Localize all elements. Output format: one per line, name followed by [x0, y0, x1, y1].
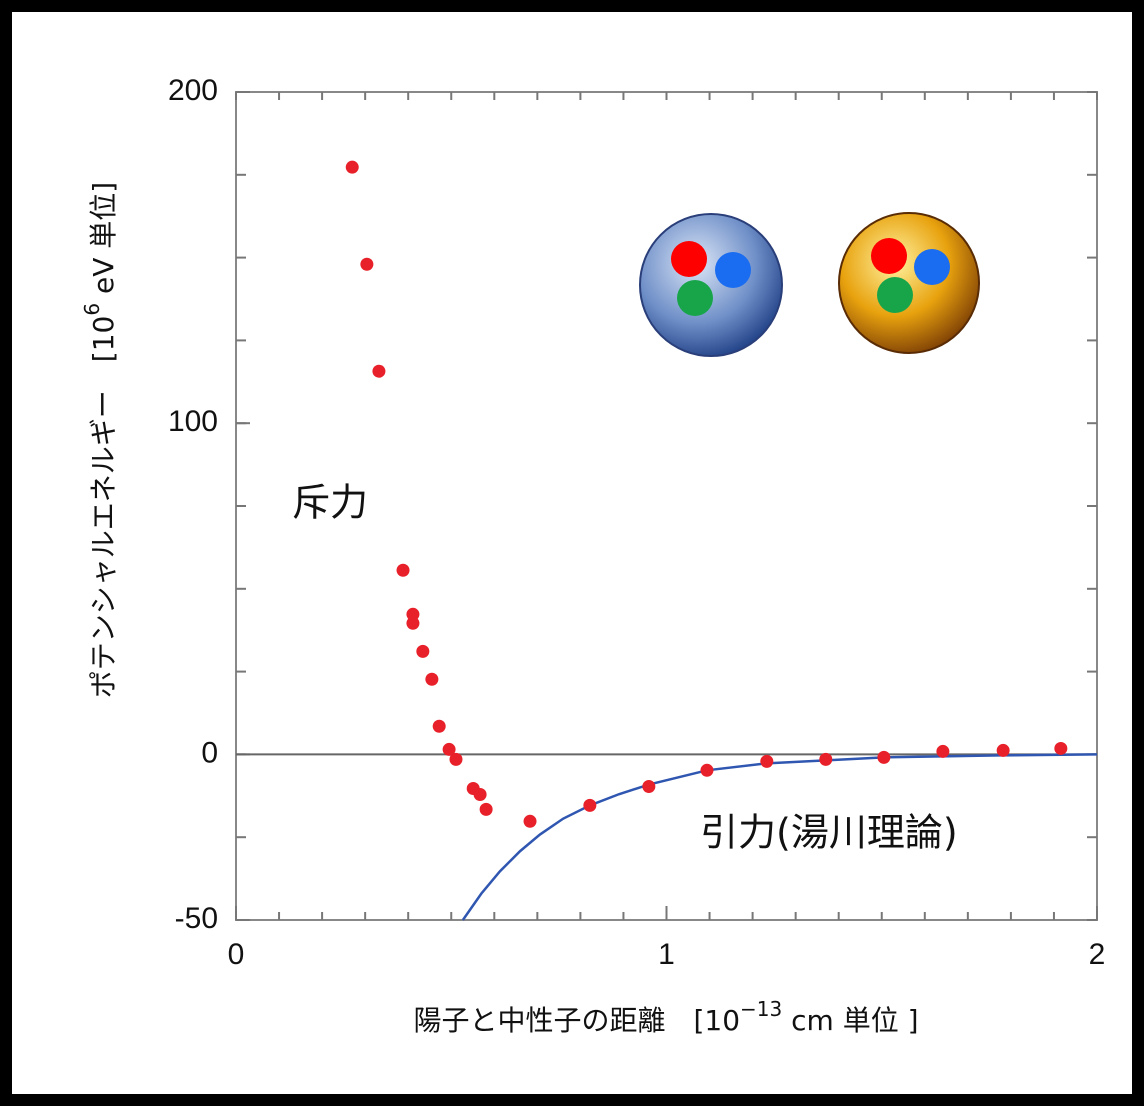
data-point	[360, 258, 373, 271]
y-tick-label: -50	[175, 902, 218, 935]
data-point	[642, 780, 655, 793]
data-point	[433, 720, 446, 733]
data-point	[425, 673, 438, 686]
data-point	[449, 753, 462, 766]
y-tick-label: 200	[168, 74, 218, 107]
annotation: 引力(湯川理論)	[700, 811, 958, 855]
data-point	[936, 745, 949, 758]
data-point	[877, 751, 890, 764]
data-point	[997, 744, 1010, 757]
data-point	[524, 815, 537, 828]
y-label-sup: 6	[80, 303, 104, 316]
x-label-tail: cm 単位 ]	[782, 1004, 918, 1037]
data-point	[474, 788, 487, 801]
data-point	[346, 161, 359, 174]
data-point	[819, 753, 832, 766]
data-point	[480, 803, 493, 816]
y-tick-label: 0	[201, 736, 218, 769]
y-tick-label: 100	[168, 405, 218, 438]
data-point	[583, 799, 596, 812]
data-point	[1054, 742, 1067, 755]
x-label-sup: −13	[740, 997, 782, 1021]
annotation: 斥力	[292, 481, 368, 525]
y-label-text: ポテンシャルエネルギー [10	[87, 316, 120, 699]
chart: 斥力 引力(湯川理論) 陽子と中性子の距離 [10−13 cm 単位 ] ポテン…	[0, 0, 1144, 1106]
x-label-text: 陽子と中性子の距離 [10	[413, 1004, 740, 1037]
data-point	[372, 365, 385, 378]
proton-icon	[640, 214, 782, 356]
data-point	[397, 564, 410, 577]
x-tick-label: 2	[1089, 938, 1106, 971]
x-tick-label: 1	[658, 938, 675, 971]
data-point	[760, 755, 773, 768]
page: 斥力 引力(湯川理論) 陽子と中性子の距離 [10−13 cm 単位 ] ポテン…	[0, 0, 1144, 1106]
data-point	[700, 764, 713, 777]
data-point	[416, 645, 429, 658]
x-tick-label: 0	[228, 938, 245, 971]
data-point	[406, 617, 419, 630]
neutron-icon	[839, 213, 979, 353]
y-label-tail: eV 単位]	[87, 182, 120, 303]
